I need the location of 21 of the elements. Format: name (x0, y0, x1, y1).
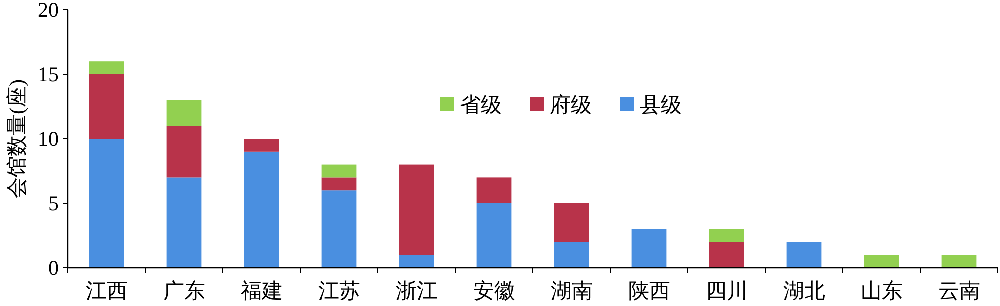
x-tick-label: 四川 (706, 279, 748, 303)
x-tick-label: 湖北 (783, 279, 826, 303)
x-tick-label: 山东 (860, 279, 903, 303)
x-tick-label: 广东 (163, 279, 206, 303)
x-tick-label: 湖南 (550, 279, 593, 303)
x-tick-label: 江西 (86, 279, 128, 303)
x-tick-label: 福建 (240, 279, 283, 303)
y-axis-title: 会馆数量(座) (5, 80, 29, 198)
y-tick-label: 15 (38, 62, 59, 86)
x-tick-label: 陕西 (628, 279, 670, 303)
y-tick-label: 20 (38, 0, 59, 22)
x-tick-label: 浙江 (396, 279, 438, 303)
legend-label: 府级 (550, 93, 592, 117)
y-tick-label: 10 (38, 127, 59, 151)
y-tick-label: 5 (48, 192, 59, 216)
legend-label: 省级 (460, 93, 502, 117)
legend-label: 县级 (640, 93, 682, 117)
y-tick-label: 0 (48, 256, 59, 280)
x-tick-label: 安徽 (473, 279, 516, 303)
x-tick-label: 江苏 (318, 279, 360, 303)
x-tick-label: 云南 (938, 279, 980, 303)
